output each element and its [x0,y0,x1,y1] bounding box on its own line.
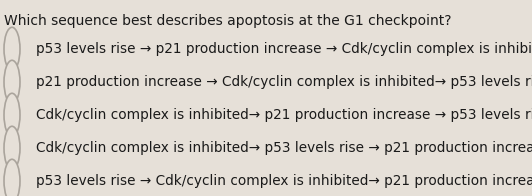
Text: p21 production increase → Cdk/cyclin complex is inhibited→ p53 levels rise: p21 production increase → Cdk/cyclin com… [36,75,532,89]
Text: p53 levels rise → Cdk/cyclin complex is inhibited→ p21 production increase: p53 levels rise → Cdk/cyclin complex is … [36,174,532,188]
Ellipse shape [4,126,20,170]
Ellipse shape [4,27,20,71]
Text: Cdk/cyclin complex is inhibited→ p53 levels rise → p21 production increase: Cdk/cyclin complex is inhibited→ p53 lev… [36,141,532,155]
Text: Which sequence best describes apoptosis at the G1 checkpoint?: Which sequence best describes apoptosis … [4,14,452,28]
Ellipse shape [4,159,20,196]
Ellipse shape [4,60,20,104]
Text: p53 levels rise → p21 production increase → Cdk/cyclin complex is inhibited: p53 levels rise → p21 production increas… [36,42,532,56]
Text: Cdk/cyclin complex is inhibited→ p21 production increase → p53 levels rise: Cdk/cyclin complex is inhibited→ p21 pro… [36,108,532,122]
Ellipse shape [4,93,20,137]
